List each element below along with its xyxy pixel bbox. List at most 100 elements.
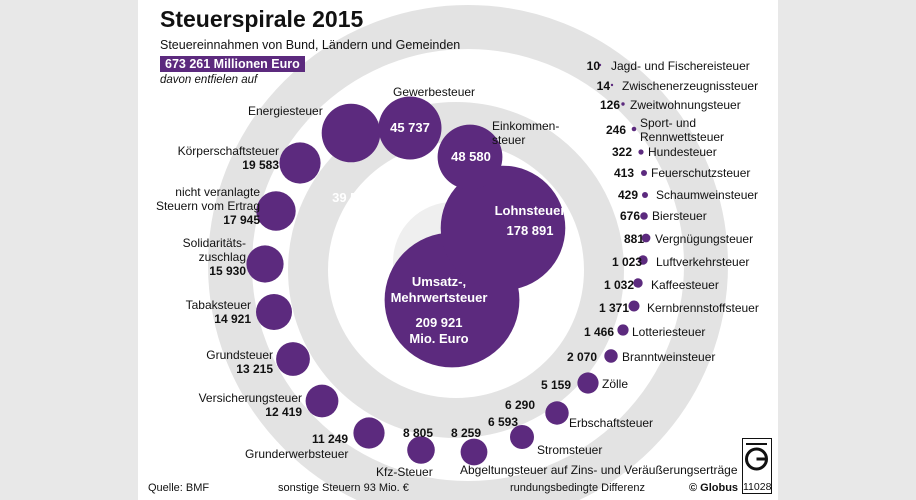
source-note: Quelle: BMF: [148, 482, 210, 494]
bubble-20: [633, 278, 643, 288]
name-erbschaftsteuer: Erbschaftsteuer: [569, 416, 654, 430]
bubble-4: [321, 103, 381, 163]
value-hundesteuer: 322: [611, 145, 632, 159]
value-schaumweinsteuer: 429: [617, 188, 638, 202]
lohnsteuer-label: Lohnsteuer 178 891: [475, 203, 585, 240]
bubble-2: [437, 124, 503, 190]
bubble-26: [638, 149, 644, 155]
bubble-28: [621, 102, 625, 106]
bubble-14: [510, 425, 534, 449]
bubble-22: [641, 233, 651, 243]
davon-note: davon entfielen auf: [160, 74, 258, 86]
name-lotteriesteuer: Lotteriesteuer: [632, 325, 706, 339]
name-koerperschaftsteuer: Körperschaftsteuer: [177, 144, 279, 158]
value-grundsteuer: 13 215: [236, 362, 273, 376]
globus-logo: [742, 438, 772, 494]
bubble-16: [577, 372, 599, 394]
name-soli-2: zuschlag: [198, 250, 246, 264]
label-grundsteuer: Grundsteuer 13 215: [138, 348, 273, 376]
value-versicherungsteuer: 12 419: [265, 405, 302, 419]
chart-canvas: Steuerspirale 2015 Steuereinnahmen von B…: [138, 0, 778, 500]
bubble-30: [598, 63, 602, 67]
chart-subtitle: Steuereinnahmen von Bund, Ländern und Ge…: [160, 38, 461, 52]
name-stromsteuer: Stromsteuer: [537, 443, 603, 457]
bubble-3: [378, 96, 442, 160]
name-nv-1: nicht veranlagte: [175, 185, 260, 199]
graphic-id: 11028: [743, 481, 772, 493]
lohnsteuer-value: 178 891: [506, 223, 554, 239]
name-soli-1: Solidaritäts-: [182, 236, 246, 250]
name-sport-rennwettsteuer: Sport- und Rennwettsteuer: [640, 116, 724, 144]
value-kernbrennstoffsteuer: 1 371: [598, 301, 629, 315]
value-lotteriesteuer: 1 466: [583, 325, 614, 339]
bubble-15: [545, 401, 569, 425]
bubble-label-energiesteuer: 39 594: [332, 190, 372, 205]
bubble-5: [279, 142, 321, 184]
label-energiesteuer: Energiesteuer: [248, 104, 323, 118]
bubble-27: [631, 126, 637, 132]
copyright: © Globus: [689, 482, 739, 494]
bubble-group: [246, 63, 651, 466]
name-kernbrennstoffsteuer: Kernbrennstoffsteuer: [647, 301, 759, 315]
umsatz-name-2: Mehrwertsteuer: [390, 290, 488, 306]
label-einkommensteuer-1: Einkommen-: [492, 119, 560, 133]
bubble-1: [440, 165, 566, 291]
bubble-label-gewerbesteuer: 45 737: [390, 120, 430, 135]
rounding-note: rundungsbedingte Differenz: [510, 482, 645, 494]
name-vergnuegungsteuer: Vergnügungsteuer: [655, 232, 754, 246]
name-branntweinsteuer: Branntweinsteuer: [622, 350, 716, 364]
value-kaffeesteuer: 1 032: [603, 278, 634, 292]
umsatz-value: 209 921: [415, 314, 463, 330]
umsatz-label: Umsatz-, Mehrwertsteuer 209 921 Mio. Eur…: [374, 274, 504, 347]
bubble-19: [628, 300, 640, 312]
globus-logo-icon: [745, 443, 768, 471]
bubble-25: [641, 170, 647, 176]
value-abgeltungsteuer: 8 259: [451, 426, 482, 440]
bubble-17: [604, 349, 618, 363]
value-zwischenerzeugnissteuer: 14: [596, 79, 610, 93]
value-nicht-veranlagte: 17 945: [223, 213, 260, 227]
bubble-7: [246, 245, 284, 283]
value-koerperschaftsteuer: 19 583: [242, 158, 279, 172]
bubble-10: [305, 384, 339, 418]
name-tabaksteuer: Tabaksteuer: [185, 298, 251, 312]
value-biersteuer: 676: [619, 209, 640, 223]
value-tabaksteuer: 14 921: [214, 312, 251, 326]
name-nv-2: Steuern vom Ertrag: [155, 199, 260, 213]
value-jagd-fischereisteuer: 10: [586, 59, 600, 73]
other-taxes-note: sonstige Steuern 93 Mio. €: [278, 482, 409, 494]
value-zoelle: 5 159: [541, 378, 572, 392]
name-grunderwerbsteuer: Grunderwerbsteuer: [245, 447, 349, 461]
spiral-ring-inner: [288, 102, 624, 438]
name-feuerschutzsteuer: Feuerschutzsteuer: [651, 166, 751, 180]
value-sport-rennwettsteuer: 246: [605, 123, 626, 137]
umsatz-name-1: Umsatz-,: [411, 274, 467, 289]
value-erbschaftsteuer: 6 290: [505, 398, 536, 412]
name-biersteuer: Biersteuer: [652, 209, 707, 223]
label-einkommensteuer: Einkommen- steuer: [492, 119, 559, 147]
name-kfz-steuer: Kfz-Steuer: [376, 465, 433, 479]
value-solidaritaetszuschlag: 15 930: [209, 264, 246, 278]
name-grundsteuer: Grundsteuer: [206, 348, 273, 362]
value-branntweinsteuer: 2 070: [566, 350, 597, 364]
bubble-9: [276, 342, 310, 376]
label-gewerbesteuer: Gewerbesteuer: [393, 85, 476, 99]
label-nicht-veranlagte: nicht veranlagte Steuern vom Ertrag 17 9…: [138, 185, 260, 227]
label-einkommensteuer-2: steuer: [492, 133, 526, 147]
bubble-8: [256, 294, 292, 330]
value-zweitwohnungsteuer: 126: [599, 98, 620, 112]
label-tabaksteuer: Tabaksteuer 14 921: [138, 298, 251, 326]
bubble-29: [610, 83, 614, 87]
bubble-13: [460, 438, 488, 466]
bubble-11: [353, 417, 385, 449]
bubble-18: [617, 324, 629, 336]
bubble-23: [640, 212, 648, 220]
name-kaffeesteuer: Kaffeesteuer: [651, 278, 719, 292]
name-sport-1: Sport- und: [640, 116, 697, 130]
total-badge: 673 261 Millionen Euro: [160, 56, 305, 72]
name-schaumweinsteuer: Schaumweinsteuer: [656, 188, 759, 202]
name-sport-2: Rennwettsteuer: [640, 130, 725, 144]
lohnsteuer-name: Lohnsteuer: [494, 203, 566, 218]
name-luftverkehrsteuer: Luftverkehrsteuer: [656, 255, 750, 269]
